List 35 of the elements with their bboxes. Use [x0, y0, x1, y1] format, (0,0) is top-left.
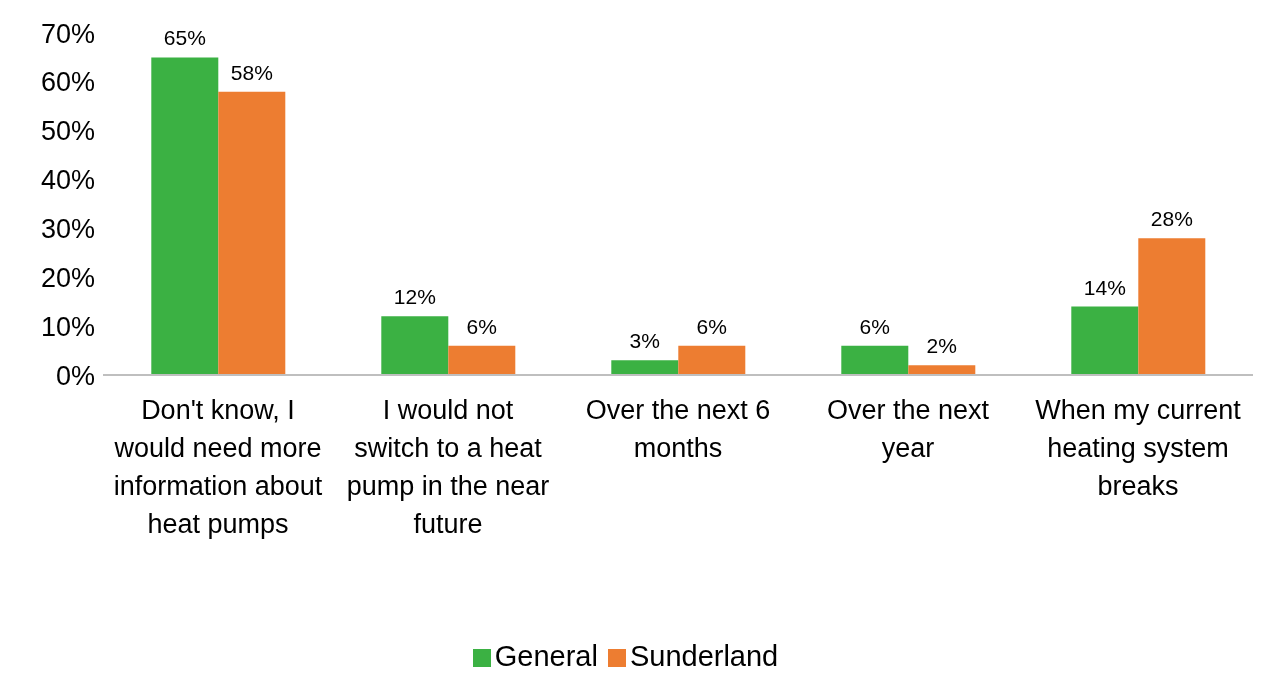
- x-tick-label: Over the next year: [826, 395, 990, 463]
- data-label: 14%: [1083, 275, 1126, 299]
- x-tick-label: Over the next 6 months: [585, 395, 771, 463]
- bar: [151, 57, 219, 375]
- x-tick-label: When my current heating system breaks: [1035, 395, 1242, 501]
- bar: [381, 316, 449, 375]
- bar: [841, 345, 909, 375]
- data-label: 6%: [859, 314, 890, 338]
- y-tick-label: 10%: [40, 311, 95, 342]
- bar: [448, 345, 516, 375]
- bar: [908, 365, 976, 375]
- legend-label: Sunderland: [629, 640, 779, 672]
- legend-label: General: [494, 640, 598, 672]
- y-tick-label: 70%: [40, 18, 95, 49]
- data-label: 2%: [926, 334, 957, 358]
- x-tick-label: I would not switch to a heat pump in the near future: [346, 395, 550, 539]
- y-tick-label: 40%: [40, 165, 95, 196]
- data-label: 3%: [629, 329, 660, 353]
- bar: [1138, 238, 1206, 375]
- y-tick-label: 0%: [55, 360, 95, 391]
- data-label: 12%: [393, 285, 436, 309]
- y-tick-label: 20%: [40, 262, 95, 293]
- bar: [611, 360, 679, 375]
- data-label: 65%: [163, 26, 206, 50]
- x-tick-label: Don't know, I would need more information about heat pumps: [113, 395, 323, 539]
- y-tick-label: 50%: [40, 116, 95, 147]
- bar: [1071, 306, 1139, 375]
- data-label: 6%: [466, 314, 497, 338]
- y-tick-label: 30%: [40, 214, 95, 245]
- data-label: 28%: [1150, 207, 1193, 231]
- data-label: 6%: [696, 314, 727, 338]
- bar: [678, 345, 746, 375]
- bar: [218, 91, 286, 375]
- y-tick-label: 60%: [40, 67, 95, 98]
- data-label: 58%: [230, 60, 273, 84]
